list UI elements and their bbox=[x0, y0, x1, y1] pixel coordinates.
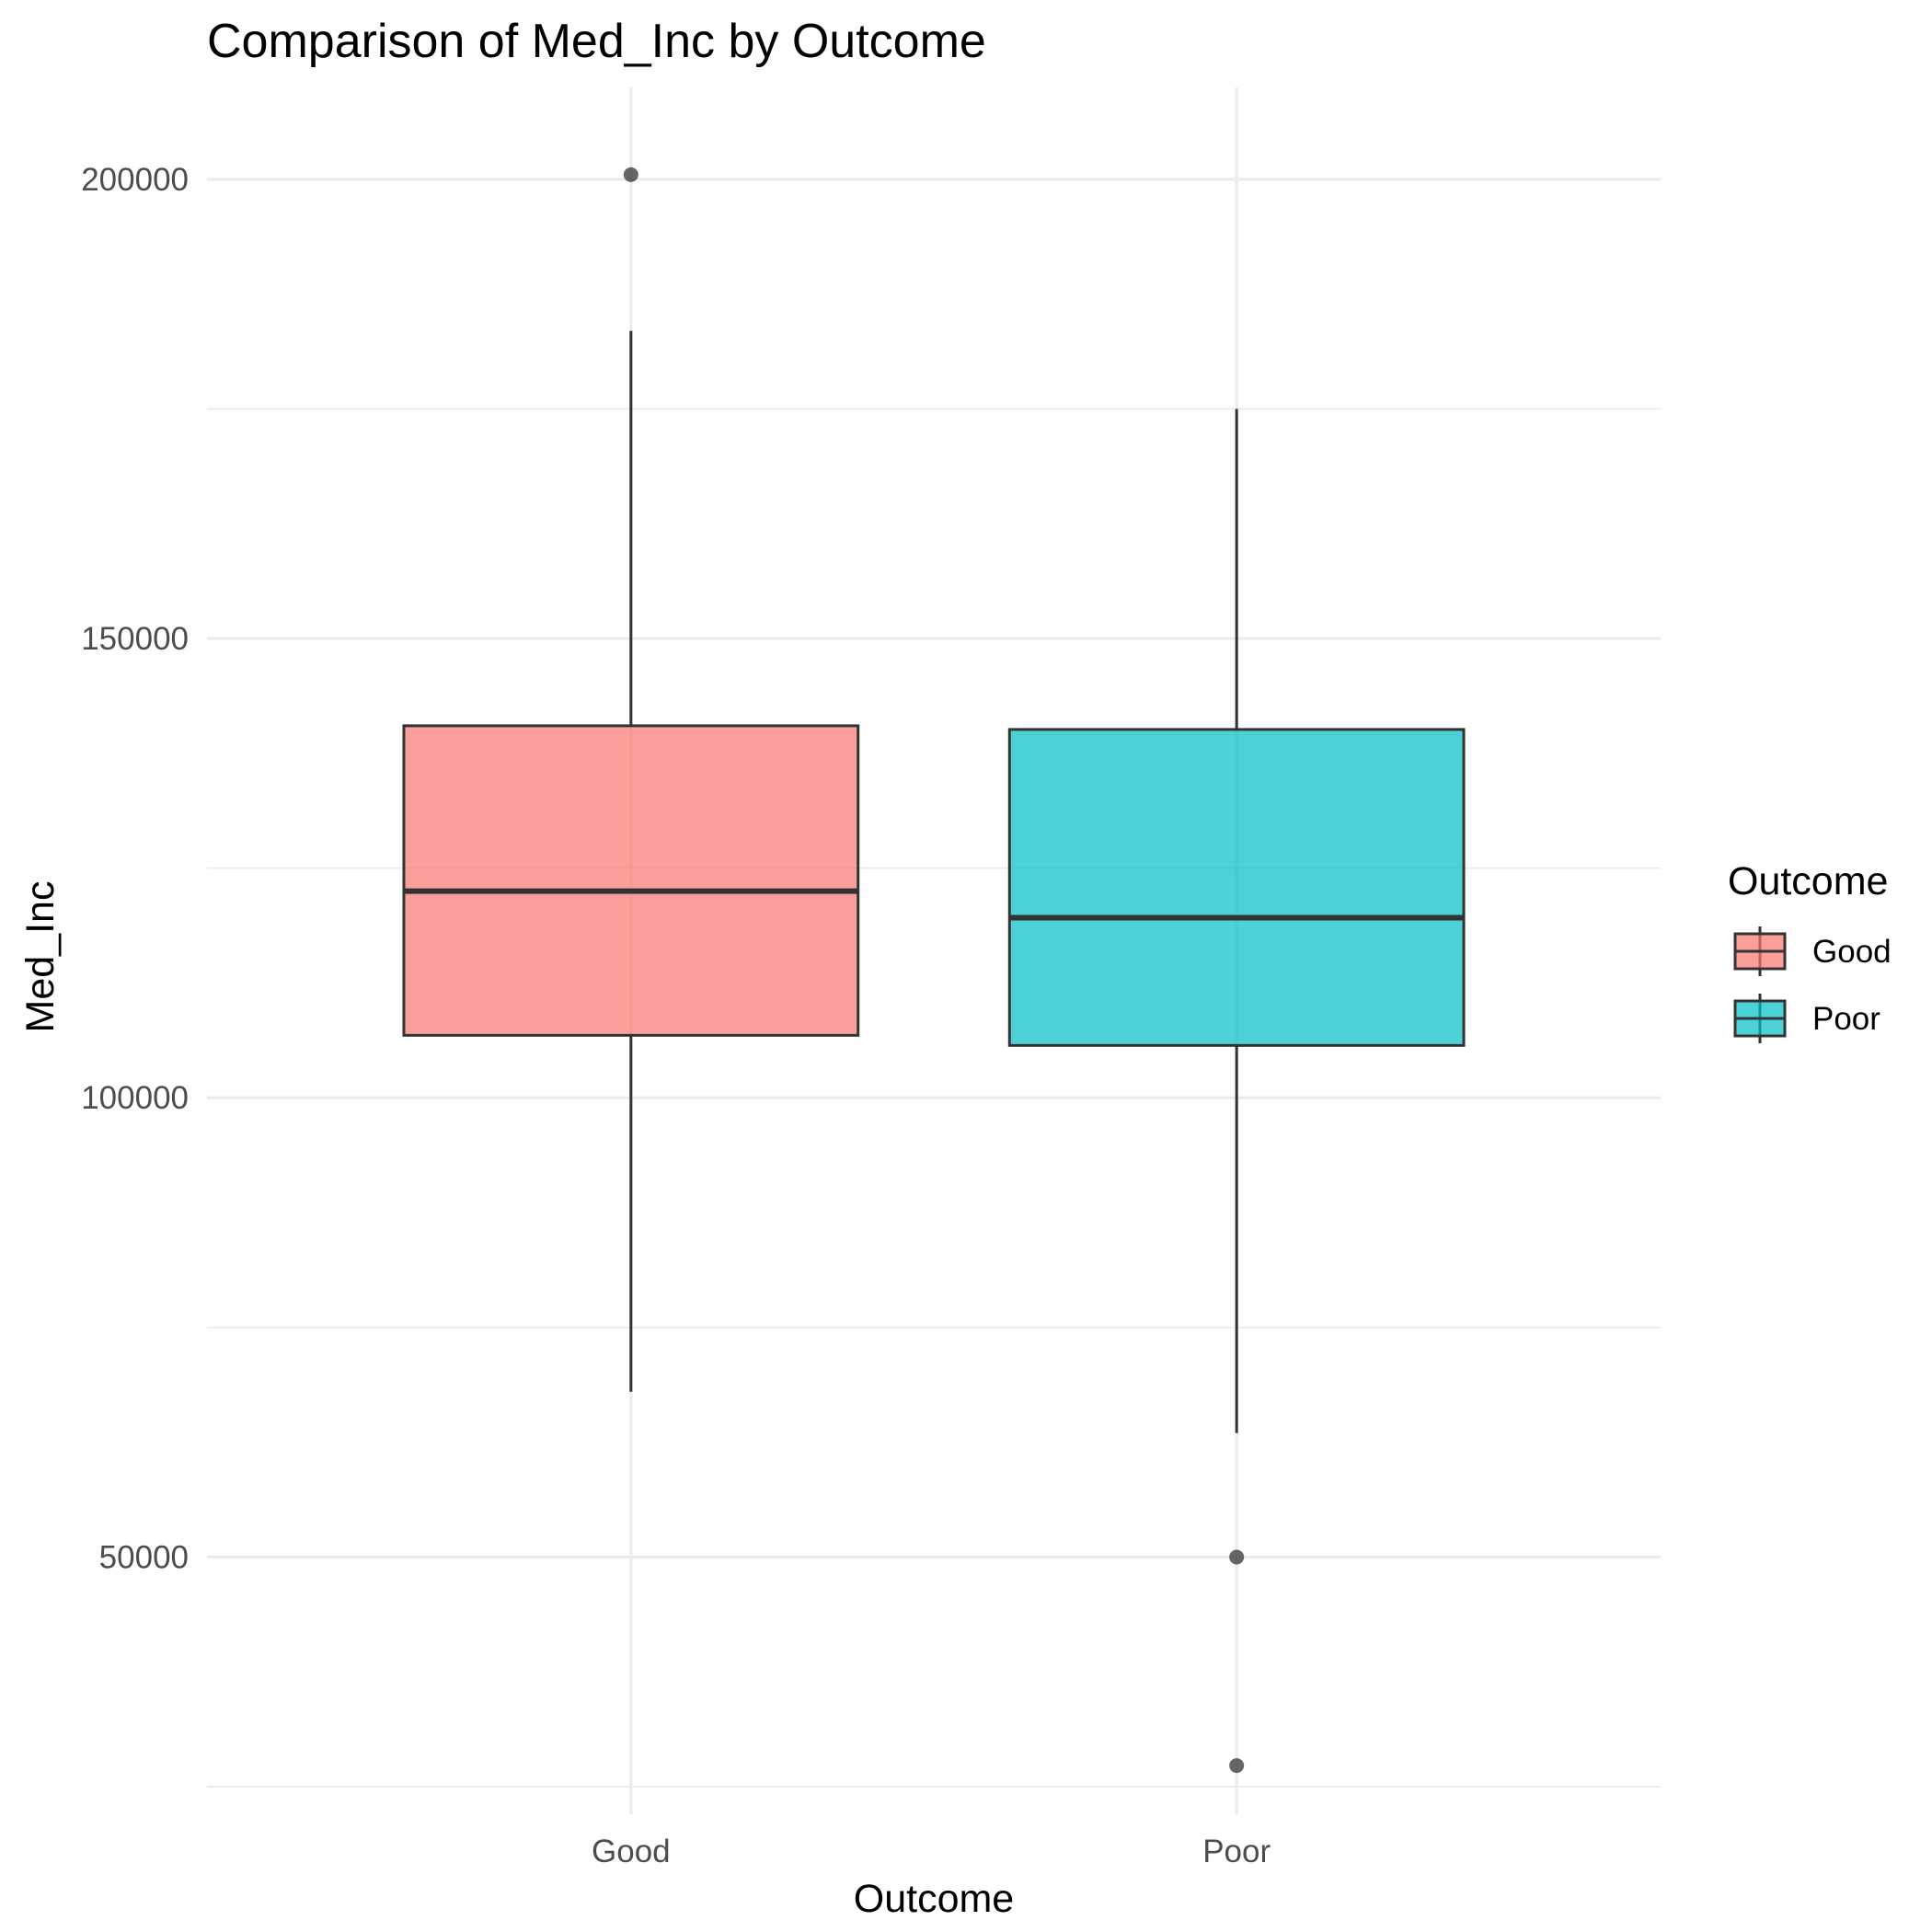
legend-item-good: Good bbox=[1733, 926, 1892, 976]
outlier-point bbox=[623, 167, 638, 182]
legend: Outcome Good Poor bbox=[1728, 859, 1892, 1043]
box-good bbox=[402, 167, 860, 1392]
box-layer bbox=[402, 167, 1466, 1774]
x-axis-title: Outcome bbox=[854, 1877, 1014, 1921]
y-tick-label: 200000 bbox=[81, 162, 189, 198]
legend-label: Poor bbox=[1812, 1001, 1880, 1037]
x-tick-label: Poor bbox=[1202, 1834, 1271, 1869]
legend-label: Good bbox=[1812, 934, 1892, 970]
x-axis-ticks: Good Poor bbox=[592, 1834, 1271, 1869]
outlier-point bbox=[1229, 1758, 1245, 1774]
x-tick-label: Good bbox=[592, 1834, 671, 1869]
legend-item-poor: Poor bbox=[1733, 994, 1880, 1043]
legend-title: Outcome bbox=[1728, 859, 1888, 903]
y-axis-title: Med_Inc bbox=[18, 881, 63, 1033]
iqr-box bbox=[1007, 728, 1466, 1047]
box-poor bbox=[1007, 408, 1466, 1774]
y-tick-label: 50000 bbox=[99, 1539, 189, 1575]
iqr-box bbox=[402, 724, 860, 1037]
outlier-point bbox=[1229, 1549, 1245, 1565]
y-tick-label: 150000 bbox=[81, 621, 189, 657]
chart-title: Comparison of Med_Inc by Outcome bbox=[207, 15, 986, 68]
y-axis-ticks: 50000 100000 150000 200000 bbox=[81, 162, 189, 1576]
y-tick-label: 100000 bbox=[81, 1080, 189, 1116]
